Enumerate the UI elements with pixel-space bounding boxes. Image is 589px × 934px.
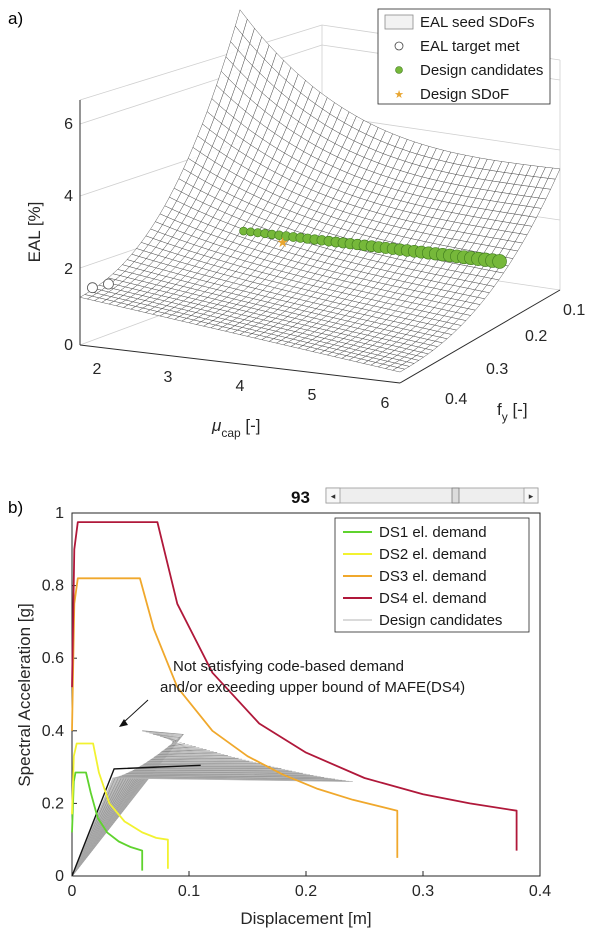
y-tick-label: 0.4: [42, 723, 64, 740]
annotation: Not satisfying code-based demand and/or …: [119, 658, 465, 727]
legend-item-target: EAL target met: [420, 38, 520, 55]
legend-star-marker: ★: [394, 89, 404, 101]
y-tick-0.2: 0.2: [525, 328, 547, 345]
slider-left-arrow-icon: ◂: [331, 491, 336, 501]
y-tick-0.3: 0.3: [486, 361, 508, 378]
panel-a-legend: EAL seed SDoFs EAL target met Design can…: [377, 8, 551, 105]
panel-a-front-axes: [79, 100, 561, 384]
ds1-demand-curve: [71, 771, 144, 871]
y-tick-label: 1: [55, 505, 64, 522]
z-tick-2: 2: [64, 261, 73, 278]
z-axis-label: EAL [%]: [25, 202, 44, 263]
legend-candidates: Design candidates: [379, 612, 502, 629]
legend-ds2: DS2 el. demand: [379, 546, 487, 563]
z-tick-4: 4: [64, 188, 73, 205]
legend-target-marker: [394, 41, 404, 51]
legend-ds1: DS1 el. demand: [379, 524, 487, 541]
x-tick-label: 0: [68, 883, 77, 900]
x-tick-5: 5: [308, 387, 317, 404]
x-tick-6: 6: [381, 395, 390, 412]
z-tick-0: 0: [64, 337, 73, 354]
legend-candidate-marker: [395, 66, 403, 74]
legend-item-candidates: Design candidates: [420, 62, 543, 79]
ds4-demand-curve: [71, 521, 518, 851]
y-tick-0.1: 0.1: [563, 302, 585, 319]
panel-b-plot-area: [71, 521, 518, 877]
target-met-marker: [87, 282, 98, 294]
eal-surface-mesh: [79, 9, 561, 373]
legend-ds4: DS4 el. demand: [379, 590, 487, 607]
x-tick-label: 0.1: [178, 883, 200, 900]
design-candidate-marker: [239, 226, 248, 236]
b-x-axis-label: Displacement [m]: [240, 909, 371, 928]
b-y-axis-label: Spectral Acceleration [g]: [15, 603, 34, 786]
annotation-line-2: and/or exceeding upper bound of MAFE(DS4…: [160, 679, 465, 696]
y-tick-label: 0.8: [42, 578, 64, 595]
legend-item-seed: EAL seed SDoFs: [420, 14, 535, 31]
x-axis-label: μcap [-]: [211, 416, 261, 440]
ds3-demand-curve: [71, 577, 399, 858]
annotation-arrow: [123, 699, 149, 723]
y-tick-0.4: 0.4: [445, 391, 467, 408]
slider-value: 93: [291, 488, 310, 507]
annotation-arrowhead: [119, 719, 128, 727]
panel-b: b) 93 ◂ ▸ 0 0.1 0.2 0.3 0.4 0 0.2 0.4 0.6 0.8 1 No…: [8, 487, 551, 928]
x-tick-label: 0.3: [412, 883, 434, 900]
z-tick-6: 6: [64, 116, 73, 133]
selected-candidate-curve: [71, 764, 201, 877]
x-tick-3: 3: [164, 369, 173, 386]
panel-a-label: a): [8, 9, 23, 28]
slider-thumb[interactable]: [451, 487, 460, 504]
slider[interactable]: ◂ ▸: [325, 487, 539, 504]
panel-b-label: b): [8, 498, 23, 517]
x-tick-label: 0.4: [529, 883, 551, 900]
y-tick-label: 0.2: [42, 795, 64, 812]
surface-cell: [392, 367, 406, 373]
design-candidate-curve: [71, 777, 353, 877]
design-sdof-marker: ★: [276, 234, 289, 250]
ds2-demand-curve: [71, 742, 169, 869]
legend-item-design: Design SDoF: [420, 86, 509, 103]
panel-a-markers: ★: [87, 226, 507, 294]
panel-b-legend: DS1 el. demand DS2 el. demand DS3 el. de…: [334, 517, 530, 633]
target-met-marker: [103, 278, 114, 290]
x-tick-2: 2: [93, 361, 102, 378]
y-tick-label: 0: [55, 868, 64, 885]
x-tick-4: 4: [236, 378, 245, 395]
x-tick-label: 0.2: [295, 883, 317, 900]
y-tick-label: 0.6: [42, 650, 64, 667]
legend-ds3: DS3 el. demand: [379, 568, 487, 585]
design-candidate-marker: [492, 254, 507, 269]
legend-surface-swatch: [384, 14, 414, 30]
y-axis-label: fy [-]: [497, 400, 528, 424]
annotation-line-1: Not satisfying code-based demand: [173, 658, 404, 675]
slider-left-arrow[interactable]: [325, 487, 341, 504]
slider-right-arrow-icon: ▸: [529, 491, 534, 501]
slider-right-arrow[interactable]: [523, 487, 539, 504]
panel-a: a) ★ 0: [8, 8, 585, 440]
